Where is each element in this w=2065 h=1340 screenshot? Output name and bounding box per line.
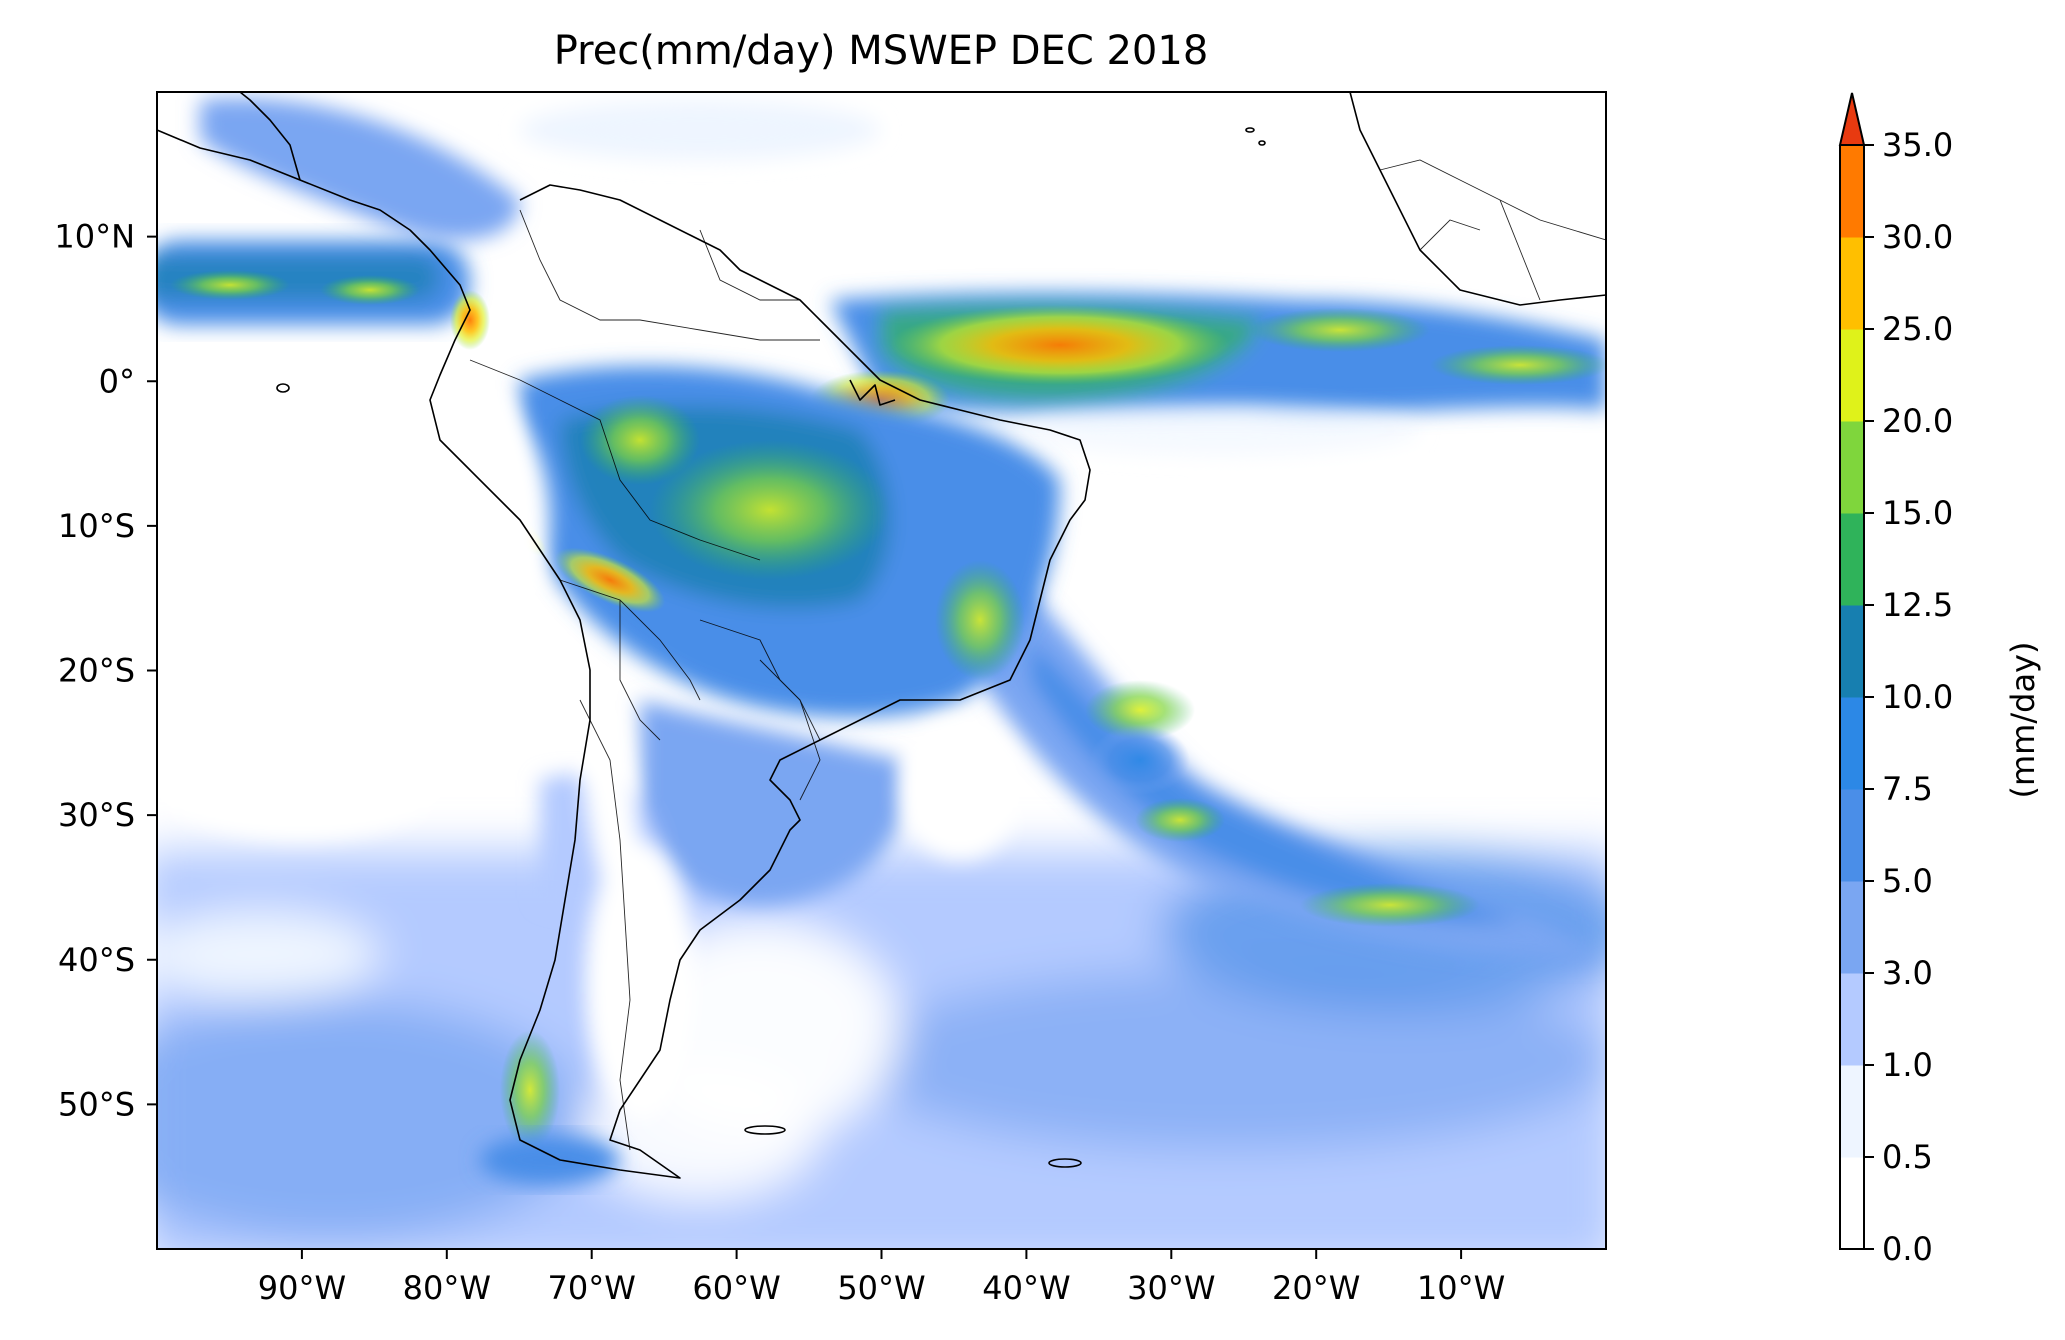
colorbar-tick-label: 0.5: [1882, 1138, 1933, 1176]
x-tick-label: 10°W: [1417, 1269, 1505, 1307]
colorbar-segment: [1840, 881, 1864, 974]
colorbar-tick-label: 15.0: [1882, 494, 1953, 532]
colorbar: 0.0 0.5 1.0 3.0 5.0 7.5 10.0 12.5 15.0 20.0 25.0 30…: [1838, 92, 1953, 1268]
y-tick-label: 20°S: [58, 652, 135, 690]
y-tick-label: 50°S: [58, 1085, 135, 1123]
colorbar-label: (mm/day): [2004, 642, 2042, 799]
colorbar-segment: [1840, 605, 1864, 698]
colorbar-extend-arrow: [1838, 92, 1866, 146]
colorbar-segment: [1840, 421, 1864, 514]
y-tick-label: 10°N: [54, 218, 135, 256]
colorbar-segment: [1840, 329, 1864, 422]
colorbar-segment: [1840, 1065, 1864, 1158]
x-tick-label: 60°W: [692, 1269, 780, 1307]
colorbar-tick-label: 25.0: [1882, 310, 1953, 348]
y-tick-label: 10°S: [58, 507, 135, 545]
colorbar-segment: [1840, 513, 1864, 606]
colorbar-segment: [1840, 1157, 1864, 1250]
colorbar-tick-label: 30.0: [1882, 218, 1953, 256]
y-tick-label: 0°: [99, 362, 135, 400]
precipitation-field: [157, 98, 1606, 1249]
y-tick-label: 30°S: [58, 796, 135, 834]
precipitation-map: [157, 92, 1606, 1249]
colorbar-tick-label: 5.0: [1882, 862, 1933, 900]
colorbar-tick-label: 7.5: [1882, 770, 1933, 808]
x-tick-label: 90°W: [258, 1269, 346, 1307]
colorbar-segment: [1840, 145, 1864, 238]
x-tick-label: 80°W: [403, 1269, 491, 1307]
x-tick-label: 30°W: [1127, 1269, 1215, 1307]
x-tick-label: 20°W: [1272, 1269, 1360, 1307]
colorbar-tick-label: 12.5: [1882, 586, 1953, 624]
colorbar-tick-label: 1.0: [1882, 1046, 1933, 1084]
country-borders: [469, 159, 1606, 1151]
colorbar-segment: [1840, 237, 1864, 330]
colorbar-segment: [1840, 697, 1864, 790]
colorbar-segment: [1840, 789, 1864, 882]
colorbar-tick-label: 20.0: [1882, 402, 1953, 440]
chart-title: Prec(mm/day) MSWEP DEC 2018: [554, 28, 1209, 74]
colorbar-tick-label: 3.0: [1882, 954, 1933, 992]
colorbar-segment: [1840, 973, 1864, 1066]
colorbar-tick-label: 0.0: [1882, 1230, 1933, 1268]
x-axis: 90°W 80°W 70°W 60°W 50°W 40°W 30°W 20°W 10°W: [258, 1249, 1505, 1307]
x-tick-label: 70°W: [548, 1269, 636, 1307]
colorbar-tick-label: 10.0: [1882, 678, 1953, 716]
y-tick-label: 40°S: [58, 941, 135, 979]
colorbar-tick-label: 35.0: [1882, 126, 1953, 164]
x-tick-label: 50°W: [837, 1269, 925, 1307]
x-tick-label: 40°W: [982, 1269, 1070, 1307]
y-axis: 10°N 0° 10°S 20°S 30°S 40°S 50°S: [54, 218, 157, 1123]
